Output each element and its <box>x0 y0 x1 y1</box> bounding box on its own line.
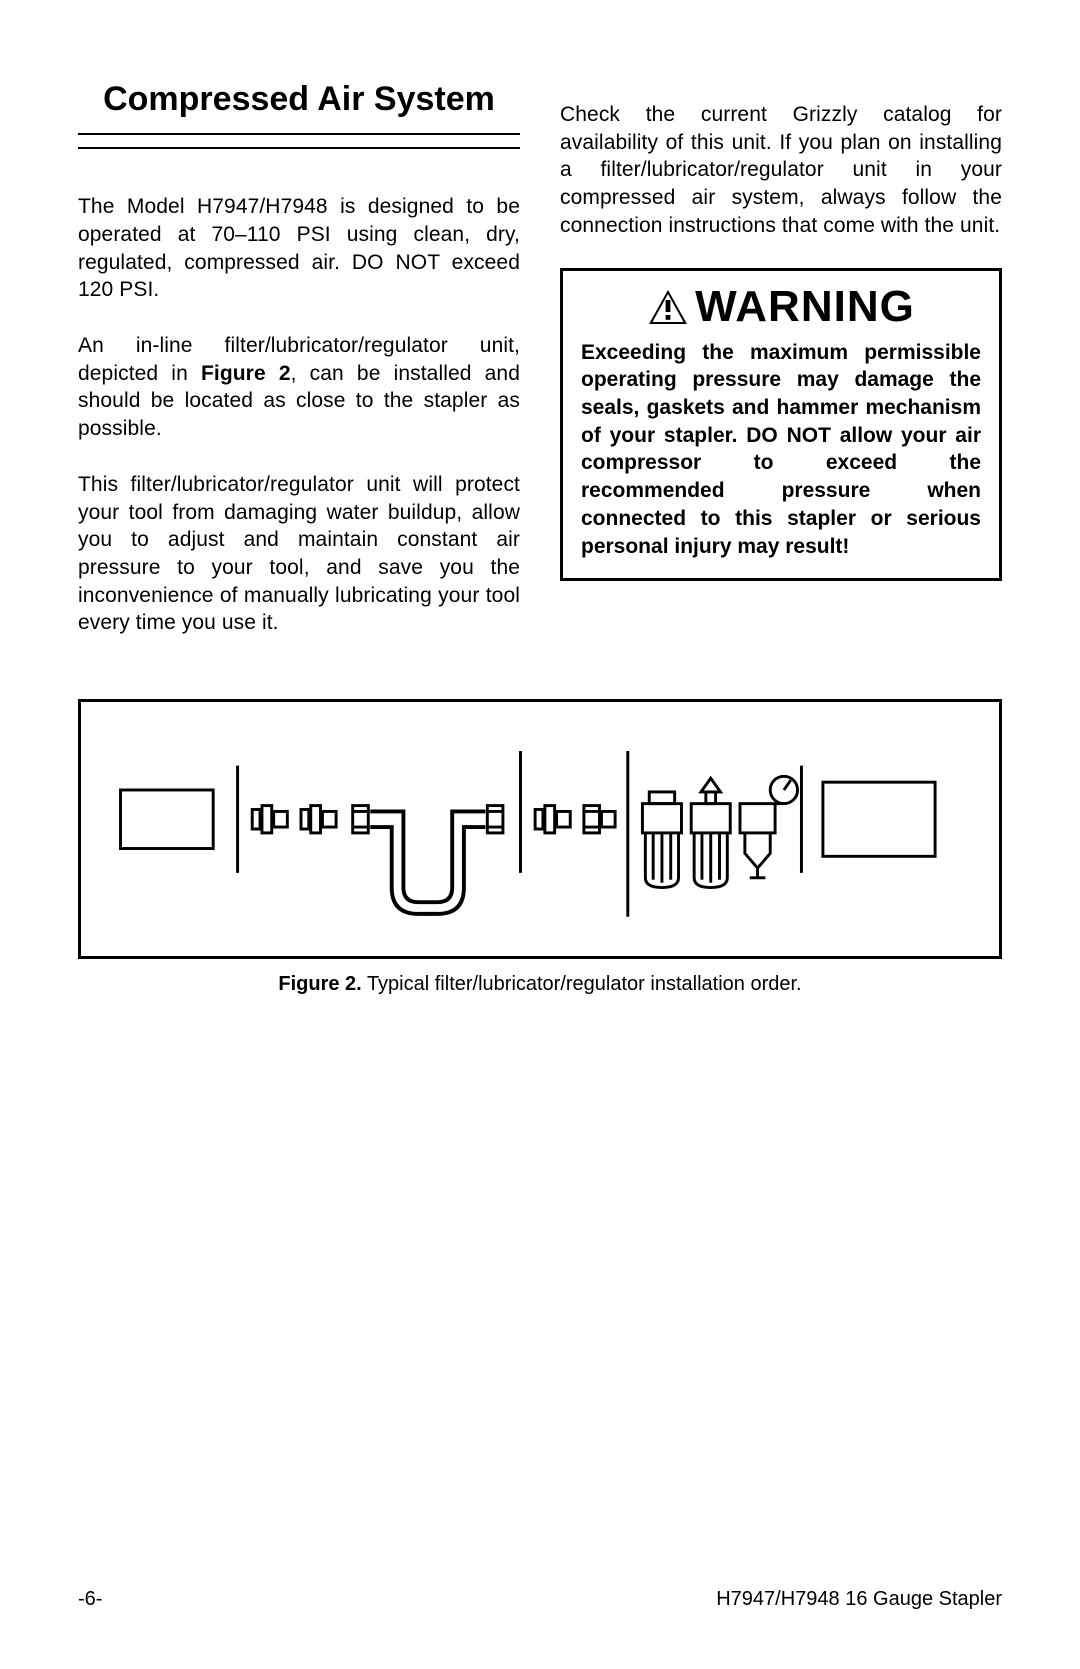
figure-2-box <box>78 699 1002 959</box>
paragraph-filter-unit: An in-line filter/lubricator/regulator u… <box>78 332 520 443</box>
left-column: Compressed Air System The Model H7947/H7… <box>78 80 520 665</box>
right-column: Check the current Grizzly catalog for av… <box>560 80 1002 665</box>
manual-page: Compressed Air System The Model H7947/H7… <box>0 0 1080 1669</box>
paragraph-protection: This filter/lubricator/regulator unit wi… <box>78 471 520 637</box>
figure-label: Figure 2. <box>278 973 361 995</box>
document-title: H7947/H7948 16 Gauge Stapler <box>716 1588 1002 1611</box>
page-number: -6- <box>78 1588 102 1611</box>
filter-lubricator-diagram <box>101 719 979 939</box>
warning-body: Exceeding the maximum permissible operat… <box>581 339 981 561</box>
warning-triangle-icon <box>647 288 689 326</box>
title-double-rule <box>78 133 520 149</box>
paragraph-psi: The Model H7947/H7948 is designed to be … <box>78 193 520 304</box>
figure-caption: Figure 2. Typical filter/lubricator/regu… <box>78 973 1002 996</box>
paragraph-catalog: Check the current Grizzly catalog for av… <box>560 101 1002 240</box>
figure-reference: Figure 2 <box>201 362 291 385</box>
section-title: Compressed Air System <box>78 80 520 119</box>
warning-box: WARNING Exceeding the maximum permissibl… <box>560 268 1002 582</box>
page-footer: -6- H7947/H7948 16 Gauge Stapler <box>78 1588 1002 1611</box>
warning-header: WARNING <box>581 285 981 329</box>
two-column-layout: Compressed Air System The Model H7947/H7… <box>78 80 1002 665</box>
warning-title: WARNING <box>695 285 915 329</box>
figure-caption-text: Typical filter/lubricator/regulator inst… <box>362 973 802 995</box>
